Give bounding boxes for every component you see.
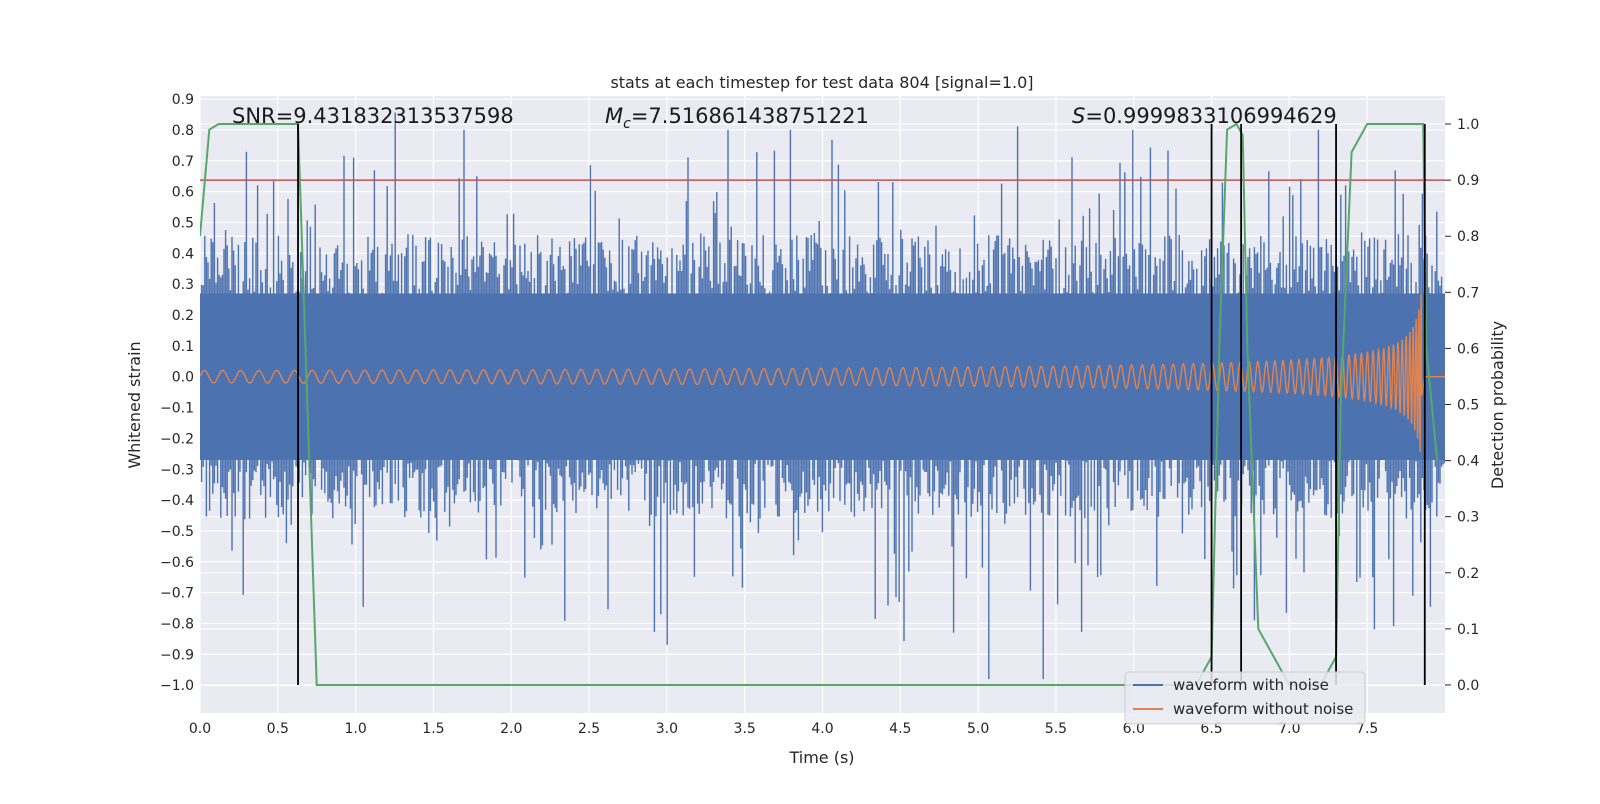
snr-annotation: SNR=9.431832313537598 bbox=[232, 104, 514, 128]
y2-tick-label: 0.4 bbox=[1457, 454, 1479, 470]
legend-box bbox=[1124, 671, 1366, 725]
x-tick-label: 4.0 bbox=[811, 721, 833, 737]
y-tick-label: 0.7 bbox=[172, 154, 194, 170]
series-detection-probability bbox=[200, 122, 1439, 686]
y2-tick-label: 0.1 bbox=[1457, 622, 1479, 638]
y2-axis-label: Detection probability bbox=[1488, 321, 1507, 489]
y-tick-label: −0.4 bbox=[160, 493, 194, 509]
x-tick-label: 4.5 bbox=[889, 721, 911, 737]
y-tick-label: 0.9 bbox=[172, 92, 194, 108]
series-waveform-with-noise bbox=[200, 112, 1445, 680]
y-tick-label: 0.8 bbox=[172, 123, 194, 139]
x-tick-label: 3.5 bbox=[734, 721, 756, 737]
y-tick-label: −0.7 bbox=[160, 586, 194, 602]
x-tick-label: 5.5 bbox=[1045, 721, 1067, 737]
event-lines bbox=[297, 124, 1426, 685]
y2-tick-label: 0.8 bbox=[1457, 229, 1479, 245]
s-symbol: S bbox=[1072, 104, 1085, 128]
y-axis-label: Whitened strain bbox=[125, 341, 144, 468]
mc-annotation: Mc=7.516861438751221 bbox=[605, 104, 869, 132]
s-annotation: S=0.9999833106994629 bbox=[1072, 104, 1337, 128]
s-value: =0.9999833106994629 bbox=[1085, 104, 1336, 128]
legend: waveform with noise waveform without noi… bbox=[1124, 671, 1366, 725]
detection-probability-line bbox=[200, 122, 1439, 686]
x-tick-label: 0.5 bbox=[267, 721, 289, 737]
x-axis-ticks: 0.0 0.5 1.0 1.5 2.0 2.5 3.0 3.5 4.0 4.5 5.0 5.5 6.0 6… bbox=[189, 721, 1378, 737]
mc-subscript: c bbox=[623, 116, 631, 132]
y-tick-label: 0.1 bbox=[172, 339, 194, 355]
y-tick-label: −0.8 bbox=[160, 617, 194, 633]
x-tick-label: 1.5 bbox=[422, 721, 444, 737]
chart-title: stats at each timestep for test data 804… bbox=[610, 73, 1033, 92]
legend-label-clean: waveform without noise bbox=[1173, 700, 1353, 718]
x-tick-label: 1.0 bbox=[344, 721, 366, 737]
y-tick-label: 0.4 bbox=[172, 246, 194, 262]
y-tick-label: −0.9 bbox=[160, 647, 194, 663]
y2-tick-label: 0.5 bbox=[1457, 398, 1479, 414]
y2-tick-label: 1.0 bbox=[1457, 117, 1479, 133]
x-tick-label: 0.0 bbox=[189, 721, 211, 737]
y-tick-label: 0.0 bbox=[172, 370, 194, 386]
x-tick-label: 3.0 bbox=[656, 721, 678, 737]
x-tick-label: 2.0 bbox=[500, 721, 522, 737]
y-tick-label: −0.5 bbox=[160, 524, 194, 540]
y2-tick-label: 0.9 bbox=[1457, 173, 1479, 189]
y-tick-label: 0.5 bbox=[172, 215, 194, 231]
plot-content bbox=[200, 112, 1445, 686]
mc-value: =7.516861438751221 bbox=[631, 104, 869, 128]
y2-tick-label: 0.2 bbox=[1457, 566, 1479, 582]
x-tick-label: 2.5 bbox=[578, 721, 600, 737]
y-axis-ticks: 0.9 0.8 0.7 0.6 0.5 0.4 0.3 0.2 0.1 0.0 −0.1 −0.2 −0… bbox=[160, 92, 194, 694]
y2-tick-label: 0.6 bbox=[1457, 341, 1479, 357]
y-tick-label: −0.6 bbox=[160, 555, 194, 571]
y-tick-label: −0.1 bbox=[160, 401, 194, 417]
y-tick-label: −0.2 bbox=[160, 431, 194, 447]
y-tick-label: −1.0 bbox=[160, 678, 194, 694]
y2-axis-ticks: 1.0 0.9 0.8 0.7 0.6 0.5 0.4 0.3 0.2 0.1 0.0 bbox=[1445, 117, 1479, 694]
x-tick-label: 7.0 bbox=[1278, 721, 1300, 737]
x-tick-label: 6.5 bbox=[1200, 721, 1222, 737]
y-tick-label: 0.3 bbox=[172, 277, 194, 293]
y-tick-label: 0.2 bbox=[172, 308, 194, 324]
y2-tick-label: 0.7 bbox=[1457, 285, 1479, 301]
x-tick-label: 5.0 bbox=[967, 721, 989, 737]
x-tick-label: 6.0 bbox=[1123, 721, 1145, 737]
x-axis-label: Time (s) bbox=[788, 748, 854, 767]
y-tick-label: 0.6 bbox=[172, 185, 194, 201]
mc-symbol: M bbox=[605, 104, 623, 128]
y-tick-label: −0.3 bbox=[160, 462, 194, 478]
y2-tick-label: 0.0 bbox=[1457, 678, 1479, 694]
y2-tick-label: 0.3 bbox=[1457, 510, 1479, 526]
x-tick-label: 7.5 bbox=[1356, 721, 1378, 737]
legend-label-noise: waveform with noise bbox=[1173, 676, 1329, 694]
